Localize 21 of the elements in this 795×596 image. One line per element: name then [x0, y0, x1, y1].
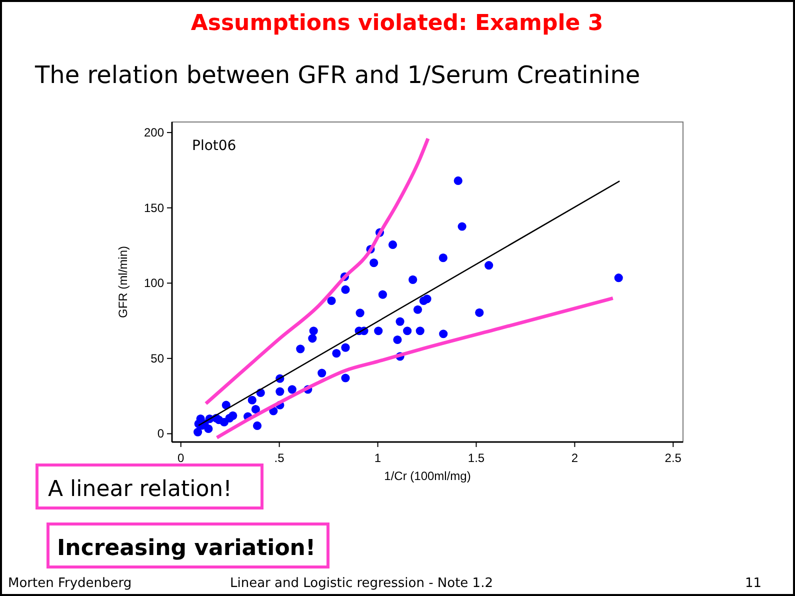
chart-title: Assumptions violated: Example 3 [190, 11, 604, 36]
y-tick-label: 50 [150, 351, 164, 366]
x-tick-label: 1 [374, 451, 382, 465]
x-tick-label: 1.5 [468, 451, 485, 465]
y-tick-label: 0 [157, 426, 164, 441]
x-tick-label: 0 [178, 451, 185, 465]
text: Linear and Logistic regression - Note 1.2 [230, 576, 493, 591]
text: A linear relation! [48, 477, 232, 502]
text: Morten Frydenberg [8, 576, 132, 591]
annotation: Plot06 [192, 138, 236, 154]
chart-subtitle: The relation between GFR and 1/Serum Creatinine [34, 61, 640, 89]
y-axis-title: GFR (ml/min) [116, 246, 130, 318]
x-tick-label: .5 [274, 451, 285, 465]
text: 11 [745, 576, 762, 591]
y-tick-label: 100 [144, 276, 164, 290]
y-tick-label: 200 [144, 126, 164, 140]
x-tick-label: 2.5 [664, 451, 682, 465]
x-tick-label: 2 [571, 451, 578, 465]
x-axis-title: 1/Cr (100ml/mg) [384, 469, 471, 483]
y-tick-label: 150 [144, 200, 164, 215]
text: Increasing variation! [57, 536, 316, 561]
